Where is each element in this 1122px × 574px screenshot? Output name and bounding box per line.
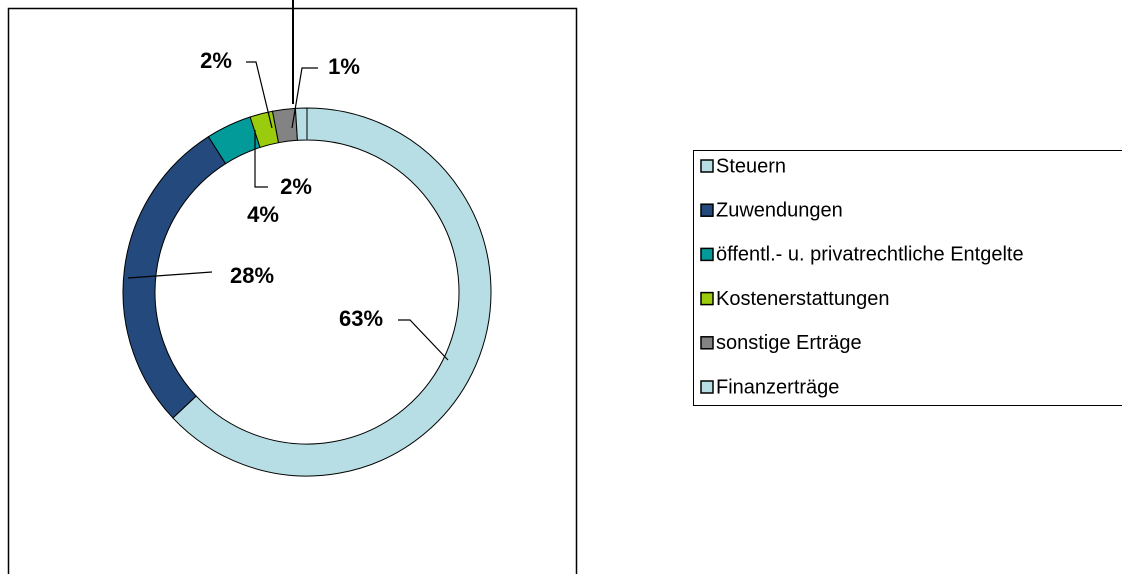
leader-line <box>254 130 268 188</box>
leader-line <box>127 271 213 279</box>
legend-swatch <box>700 203 714 217</box>
labels: 63%28%4%2%2% 1% <box>200 48 383 331</box>
data-label: 2% <box>280 174 312 199</box>
legend-swatch <box>700 247 714 262</box>
legend-swatch <box>700 380 714 394</box>
leader-line <box>291 67 318 129</box>
data-label: 1% <box>328 54 360 79</box>
data-label: 2% <box>200 48 232 73</box>
data-label: 28% <box>230 263 274 288</box>
legend-label: Kostenerstattungen <box>716 288 889 310</box>
legend-label: Steuern <box>716 155 786 177</box>
legend-swatch <box>700 336 714 350</box>
legend: Steuern Zuwendungen öffentl.- u. privatrec… <box>700 155 1024 398</box>
leader-line <box>398 319 449 361</box>
legend-label: Finanzerträge <box>716 376 839 398</box>
data-label: 63% <box>339 306 383 331</box>
legend-label: sonstige Erträge <box>716 332 862 354</box>
legend-frame <box>693 150 1122 406</box>
legend-swatch <box>700 291 714 306</box>
legend-label: öffentl.- u. privatrechtliche Entgelte <box>716 244 1024 266</box>
slice <box>294 107 308 141</box>
data-label: 4% <box>247 202 279 227</box>
slice <box>172 107 492 477</box>
legend-swatch <box>700 159 714 173</box>
slices <box>122 107 492 477</box>
leader-line <box>246 61 273 129</box>
legend-label: Zuwendungen <box>716 199 843 221</box>
